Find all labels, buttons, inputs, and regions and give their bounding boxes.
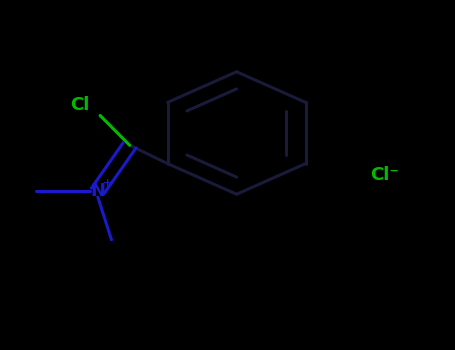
Text: +: + — [103, 178, 112, 188]
Text: Cl⁻: Cl⁻ — [370, 166, 399, 184]
Text: N: N — [91, 182, 105, 200]
Text: Cl: Cl — [70, 96, 89, 114]
